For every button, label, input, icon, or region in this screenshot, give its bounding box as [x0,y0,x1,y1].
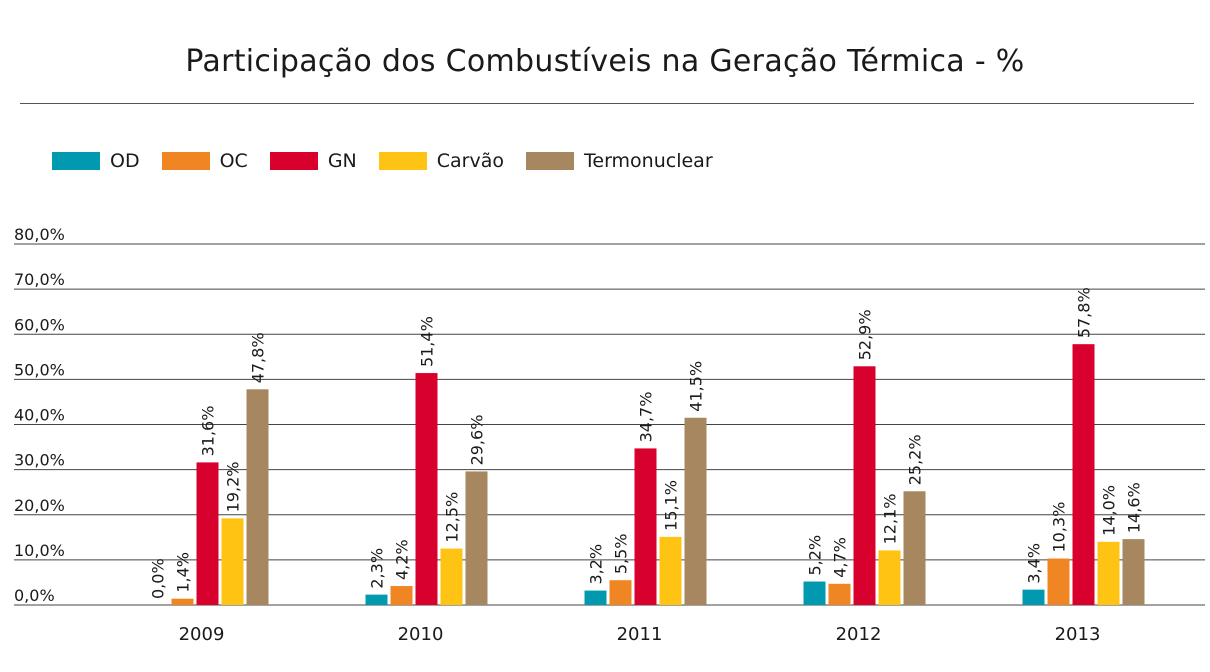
bar [1122,539,1145,605]
y-tick-label: 70,0% [14,270,65,289]
bar [853,366,876,605]
bar [1022,589,1045,605]
bar [171,598,194,605]
data-label: 14,0% [1100,485,1119,536]
legend-item: GN [269,150,357,172]
bar [903,491,926,605]
data-label: 12,5% [443,492,462,543]
data-label: 3,4% [1025,543,1044,584]
bar [415,373,438,605]
bar [828,583,851,605]
bar [609,580,632,605]
legend-label: OD [110,150,140,172]
legend-label: Termonuclear [584,150,713,172]
data-label: 14,6% [1125,482,1144,533]
data-label: 3,2% [587,544,606,585]
data-label: 52,9% [856,309,875,360]
x-tick-label: 2010 [398,624,444,645]
data-label: 25,2% [906,434,925,485]
legend-label: OC [219,150,248,172]
bar [684,417,707,605]
bar [390,586,413,605]
legend-item: Carvão [378,150,504,172]
data-label: 34,7% [637,392,656,443]
data-label: 29,6% [468,415,487,466]
bar [659,536,682,605]
data-label: 15,1% [662,480,681,531]
data-label: 41,5% [687,361,706,412]
data-label: 1,4% [174,552,193,593]
legend-item: OC [161,150,248,172]
y-tick-label: 20,0% [14,496,65,515]
bar [1097,541,1120,605]
bar [634,448,657,605]
data-label: 4,2% [393,539,412,580]
y-tick-label: 10,0% [14,541,65,560]
legend-swatch [378,152,427,170]
bar [1047,558,1070,605]
chart-legend: OD OC GN Carvão Termonuclear [52,150,735,172]
data-label: 12,1% [881,494,900,545]
x-tick-label: 2013 [1055,624,1101,645]
x-tick-label: 2012 [836,624,882,645]
legend-swatch [526,152,574,170]
data-label: 57,8% [1075,287,1094,338]
y-tick-label: 0,0% [14,586,55,605]
data-label: 5,5% [612,534,631,575]
data-label: 51,4% [418,316,437,367]
bar [365,594,388,605]
bar [465,471,488,605]
y-tick-label: 30,0% [14,451,65,470]
data-label: 4,7% [831,537,850,578]
legend-label: GN [327,150,357,172]
x-tick-label: 2009 [179,624,225,645]
data-label: 2,3% [368,548,387,589]
y-tick-label: 40,0% [14,406,65,425]
bar [1072,344,1095,605]
legend-item: Termonuclear [526,150,713,172]
bar [221,518,244,605]
bar [246,389,269,605]
y-tick-label: 60,0% [14,315,65,334]
data-label: 31,6% [199,406,218,457]
legend-label: Carvão [436,150,504,172]
y-tick-label: 50,0% [14,360,65,379]
title-divider [20,103,1194,104]
legend-swatch [52,152,100,170]
data-label: 0,0% [149,558,168,599]
data-label: 47,8% [249,332,268,383]
bar [440,548,463,605]
data-label: 10,3% [1050,502,1069,553]
bar [803,581,826,605]
bar [584,590,607,605]
bar [196,462,219,605]
data-label: 19,2% [224,462,243,513]
bar [878,550,901,605]
legend-swatch [161,152,210,170]
legend-swatch [269,152,318,170]
chart-title: Participação dos Combustíveis na Geração… [185,44,1025,79]
x-tick-label: 2011 [617,624,663,645]
data-label: 5,2% [806,535,825,576]
y-tick-label: 80,0% [14,225,65,244]
legend-item: OD [52,150,140,172]
